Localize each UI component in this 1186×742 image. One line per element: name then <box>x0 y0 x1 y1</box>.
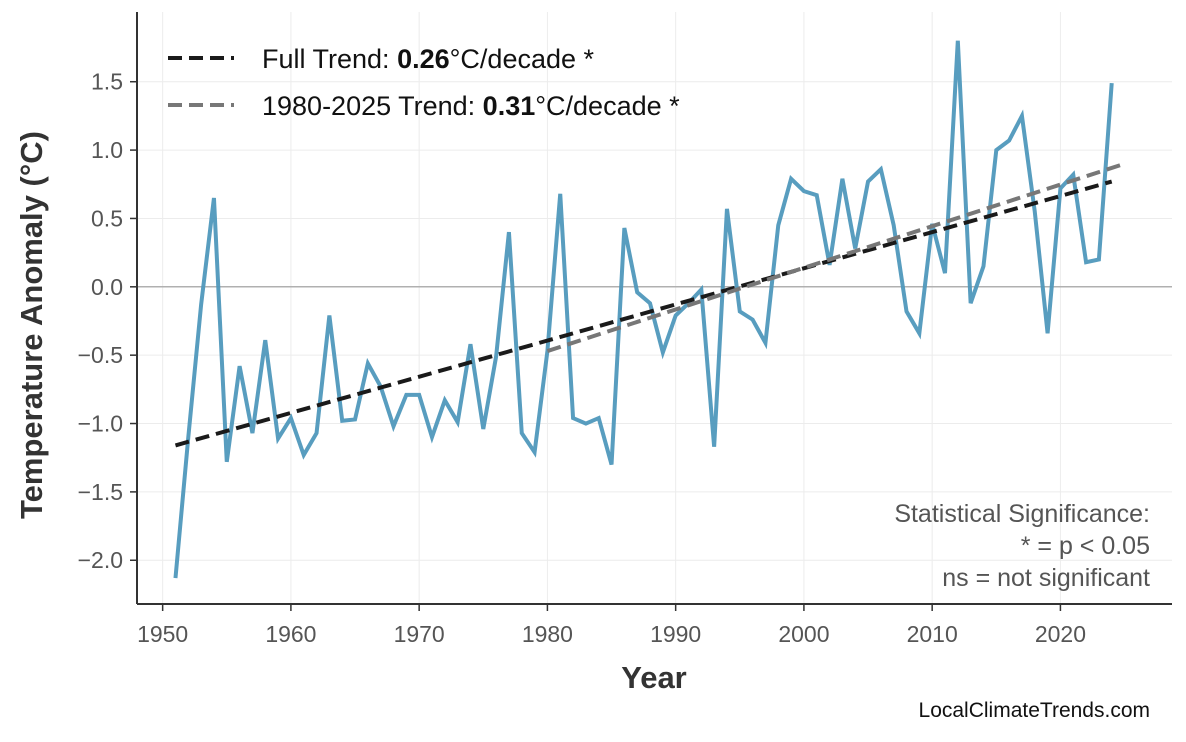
full-trend-line <box>175 182 1111 446</box>
x-tick-label: 1990 <box>650 621 701 647</box>
y-tick-label: 0.5 <box>91 205 123 231</box>
significance-note-ns: ns = not significant <box>942 564 1150 592</box>
x-tick-label: 1960 <box>265 621 316 647</box>
watermark: LocalClimateTrends.com <box>919 699 1150 722</box>
legend-recent-trend-label: 1980-2025 Trend: 0.31°C/decade * <box>262 91 680 121</box>
x-tick-label: 1970 <box>394 621 445 647</box>
y-tick-label: 1.5 <box>91 69 123 95</box>
legend: Full Trend: 0.26°C/decade * 1980-2025 Tr… <box>168 44 680 121</box>
x-axis-label: Year <box>621 660 687 695</box>
y-tick-label: −0.5 <box>78 342 123 368</box>
significance-note-p: * = p < 0.05 <box>1021 532 1150 560</box>
data-series <box>175 41 1111 579</box>
y-tick-label: −1.0 <box>78 411 123 437</box>
y-axis-label: Temperature Anomaly (°C) <box>14 131 49 519</box>
x-tick-label: 1980 <box>522 621 573 647</box>
legend-full-trend-label: Full Trend: 0.26°C/decade * <box>262 44 595 74</box>
x-tick-label: 2020 <box>1035 621 1086 647</box>
y-ticks: −2.0 −1.5 −1.0 −0.5 0.0 0.5 1.0 1.5 <box>78 69 137 574</box>
y-tick-label: −2.0 <box>78 547 123 573</box>
y-tick-label: −1.5 <box>78 479 123 505</box>
x-tick-label: 1950 <box>137 621 188 647</box>
significance-note: Statistical Significance: * = p < 0.05 n… <box>894 500 1150 592</box>
anomaly-line <box>175 41 1111 578</box>
y-tick-label: 0.0 <box>91 274 123 300</box>
x-ticks: 1950 1960 1970 1980 1990 2000 2010 2020 <box>137 604 1086 647</box>
x-tick-label: 2010 <box>907 621 958 647</box>
significance-note-title: Statistical Significance: <box>894 500 1150 528</box>
y-tick-label: 1.0 <box>91 137 123 163</box>
x-tick-label: 2000 <box>778 621 829 647</box>
